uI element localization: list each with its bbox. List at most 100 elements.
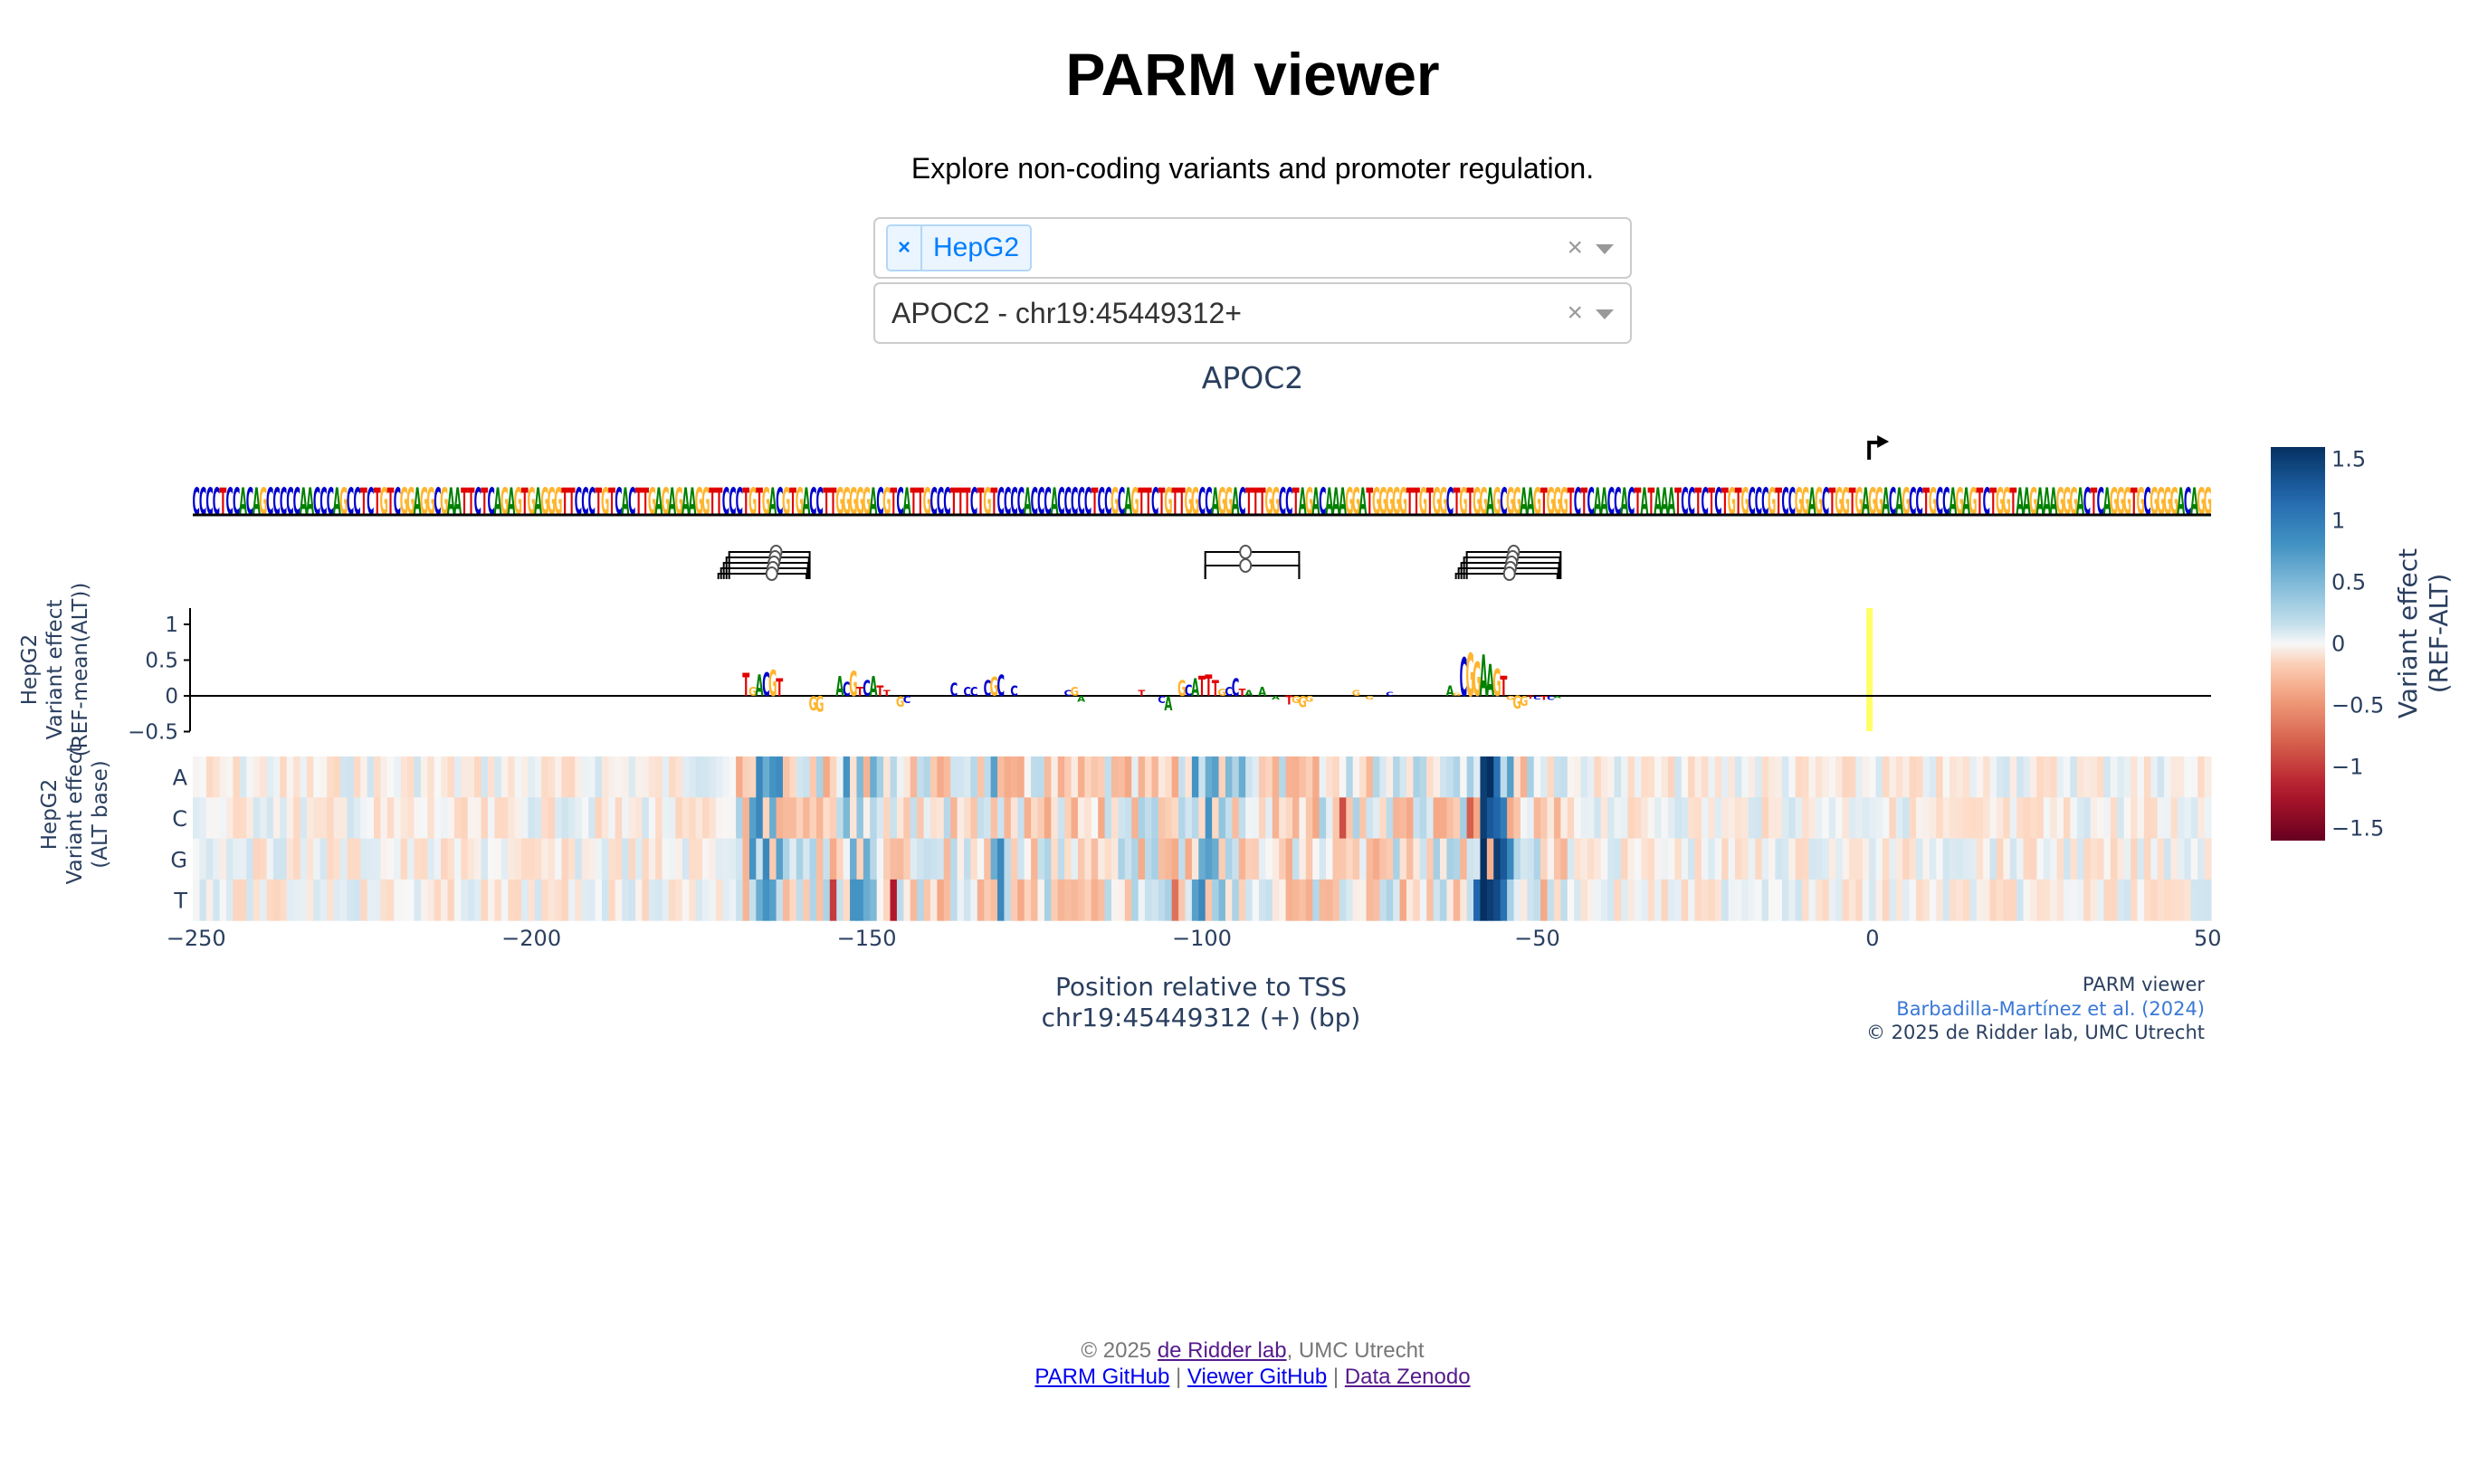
clear-icon[interactable]: × [1567, 298, 1583, 328]
svg-text:G: G [2110, 480, 2118, 522]
svg-text:G: G [2150, 480, 2158, 522]
svg-text:G: G [1070, 685, 1079, 699]
svg-text:C: C [1446, 480, 1454, 522]
svg-text:C: C [193, 480, 200, 522]
svg-text:C: C [1714, 480, 1721, 522]
svg-text:C: C [1936, 480, 1943, 522]
svg-text:G: G [1372, 480, 1380, 522]
svg-text:G: G [2157, 480, 2165, 522]
svg-text:G: G [514, 480, 522, 522]
svg-text:C: C [1104, 480, 1111, 522]
svg-text:G: G [1547, 480, 1555, 522]
svg-text:C: C [1205, 480, 1212, 522]
svg-text:C: C [816, 480, 824, 522]
svg-text:A: A [1299, 480, 1307, 522]
svg-text:A: A [173, 766, 188, 791]
svg-text:A: A [1661, 480, 1669, 522]
svg-text:G: G [1875, 480, 1883, 522]
svg-text:C: C [984, 678, 992, 702]
svg-text:T: T [1285, 694, 1293, 708]
svg-text:G: G [339, 480, 348, 522]
svg-text:G: G [983, 480, 991, 522]
svg-text:C: C [943, 480, 950, 522]
svg-text:T: T [1292, 480, 1300, 522]
chevron-down-icon[interactable] [1596, 244, 1614, 254]
svg-text:G: G [1929, 480, 1937, 522]
gene-select[interactable]: APOC2 - chr19:45449312+ × [873, 282, 1632, 344]
svg-text:HepG2Variant effect(REF-mean(A: HepG2Variant effect(REF-mean(ALT)) [18, 583, 92, 757]
svg-text:G: G [379, 480, 387, 522]
svg-text:T: T [883, 689, 891, 698]
svg-text:G: G [1533, 480, 1541, 522]
svg-text:C: C [809, 480, 816, 522]
svg-text:G: G [1164, 480, 1172, 522]
svg-text:C: C [313, 480, 320, 522]
svg-text:G: G [849, 480, 857, 522]
svg-text:A: A [494, 480, 502, 522]
svg-text:C: C [588, 480, 596, 522]
svg-text:C: C [722, 480, 729, 522]
clear-icon[interactable]: × [1567, 233, 1583, 262]
svg-text:0: 0 [2331, 632, 2345, 657]
svg-text:A: A [239, 480, 247, 522]
svg-text:T: T [387, 480, 395, 522]
svg-text:A: A [1446, 683, 1454, 699]
svg-text:C: C [2083, 480, 2091, 522]
svg-text:C: C [1064, 689, 1072, 698]
svg-text:G: G [1740, 480, 1749, 522]
svg-text:G: G [863, 480, 871, 522]
cell-type-select[interactable]: × HepG2 × [873, 217, 1632, 279]
viewer-github-link[interactable]: Viewer GitHub [1187, 1365, 1328, 1389]
svg-text:G: G [1365, 696, 1374, 701]
svg-text:C: C [581, 480, 588, 522]
svg-text:C: C [367, 480, 374, 522]
svg-text:T: T [1238, 687, 1245, 698]
zenodo-link[interactable]: Data Zenodo [1344, 1365, 1471, 1389]
svg-text:T: T [1735, 480, 1742, 522]
svg-text:C: C [1788, 480, 1796, 522]
svg-text:C: C [1198, 480, 1206, 522]
credits-line1: PARM viewer [2083, 974, 2205, 995]
svg-text:A: A [2036, 480, 2045, 522]
credits-citation-link[interactable]: Barbadilla-Martínez et al. (2024) [1896, 998, 2205, 1020]
svg-text:G: G [768, 662, 777, 704]
svg-text:A: A [2016, 480, 2024, 522]
chip-remove-icon[interactable]: × [888, 226, 922, 270]
svg-text:T: T [1694, 480, 1702, 522]
svg-text:T: T [1205, 668, 1212, 703]
svg-text:G: G [1433, 480, 1441, 522]
svg-text:C: C [970, 480, 977, 522]
svg-text:C: C [997, 480, 1005, 522]
svg-text:C: C [1004, 480, 1011, 522]
svg-text:A: A [1520, 480, 1528, 522]
svg-text:T: T [1775, 480, 1782, 522]
svg-text:C: C [1064, 480, 1072, 522]
svg-text:G: G [1345, 480, 1353, 522]
svg-text:G: G [1352, 689, 1361, 698]
parm-github-link[interactable]: PARM GitHub [1034, 1365, 1170, 1389]
svg-text:G: G [748, 685, 758, 699]
svg-text:A: A [1211, 480, 1219, 522]
svg-text:C: C [1084, 480, 1092, 522]
svg-text:G: G [695, 480, 703, 522]
svg-text:T: T [1977, 480, 1984, 522]
svg-text:A: A [1486, 480, 1494, 522]
svg-text:G: G [1272, 480, 1280, 522]
lab-link[interactable]: de Ridder lab [1157, 1338, 1287, 1363]
tss-arrow-icon [1867, 435, 1890, 460]
svg-text:A: A [870, 480, 878, 522]
svg-text:T: T [977, 480, 985, 522]
svg-text:G: G [554, 480, 562, 522]
svg-text:G: G [1466, 642, 1475, 709]
svg-text:A: A [1191, 673, 1199, 701]
svg-text:T: T [1466, 480, 1473, 522]
svg-text:T: T [1580, 480, 1587, 522]
svg-text:C: C [1761, 480, 1768, 522]
svg-text:C: C [1627, 480, 1635, 522]
chevron-down-icon[interactable] [1596, 309, 1614, 319]
svg-text:G: G [1177, 678, 1187, 702]
svg-text:T: T [910, 480, 918, 522]
